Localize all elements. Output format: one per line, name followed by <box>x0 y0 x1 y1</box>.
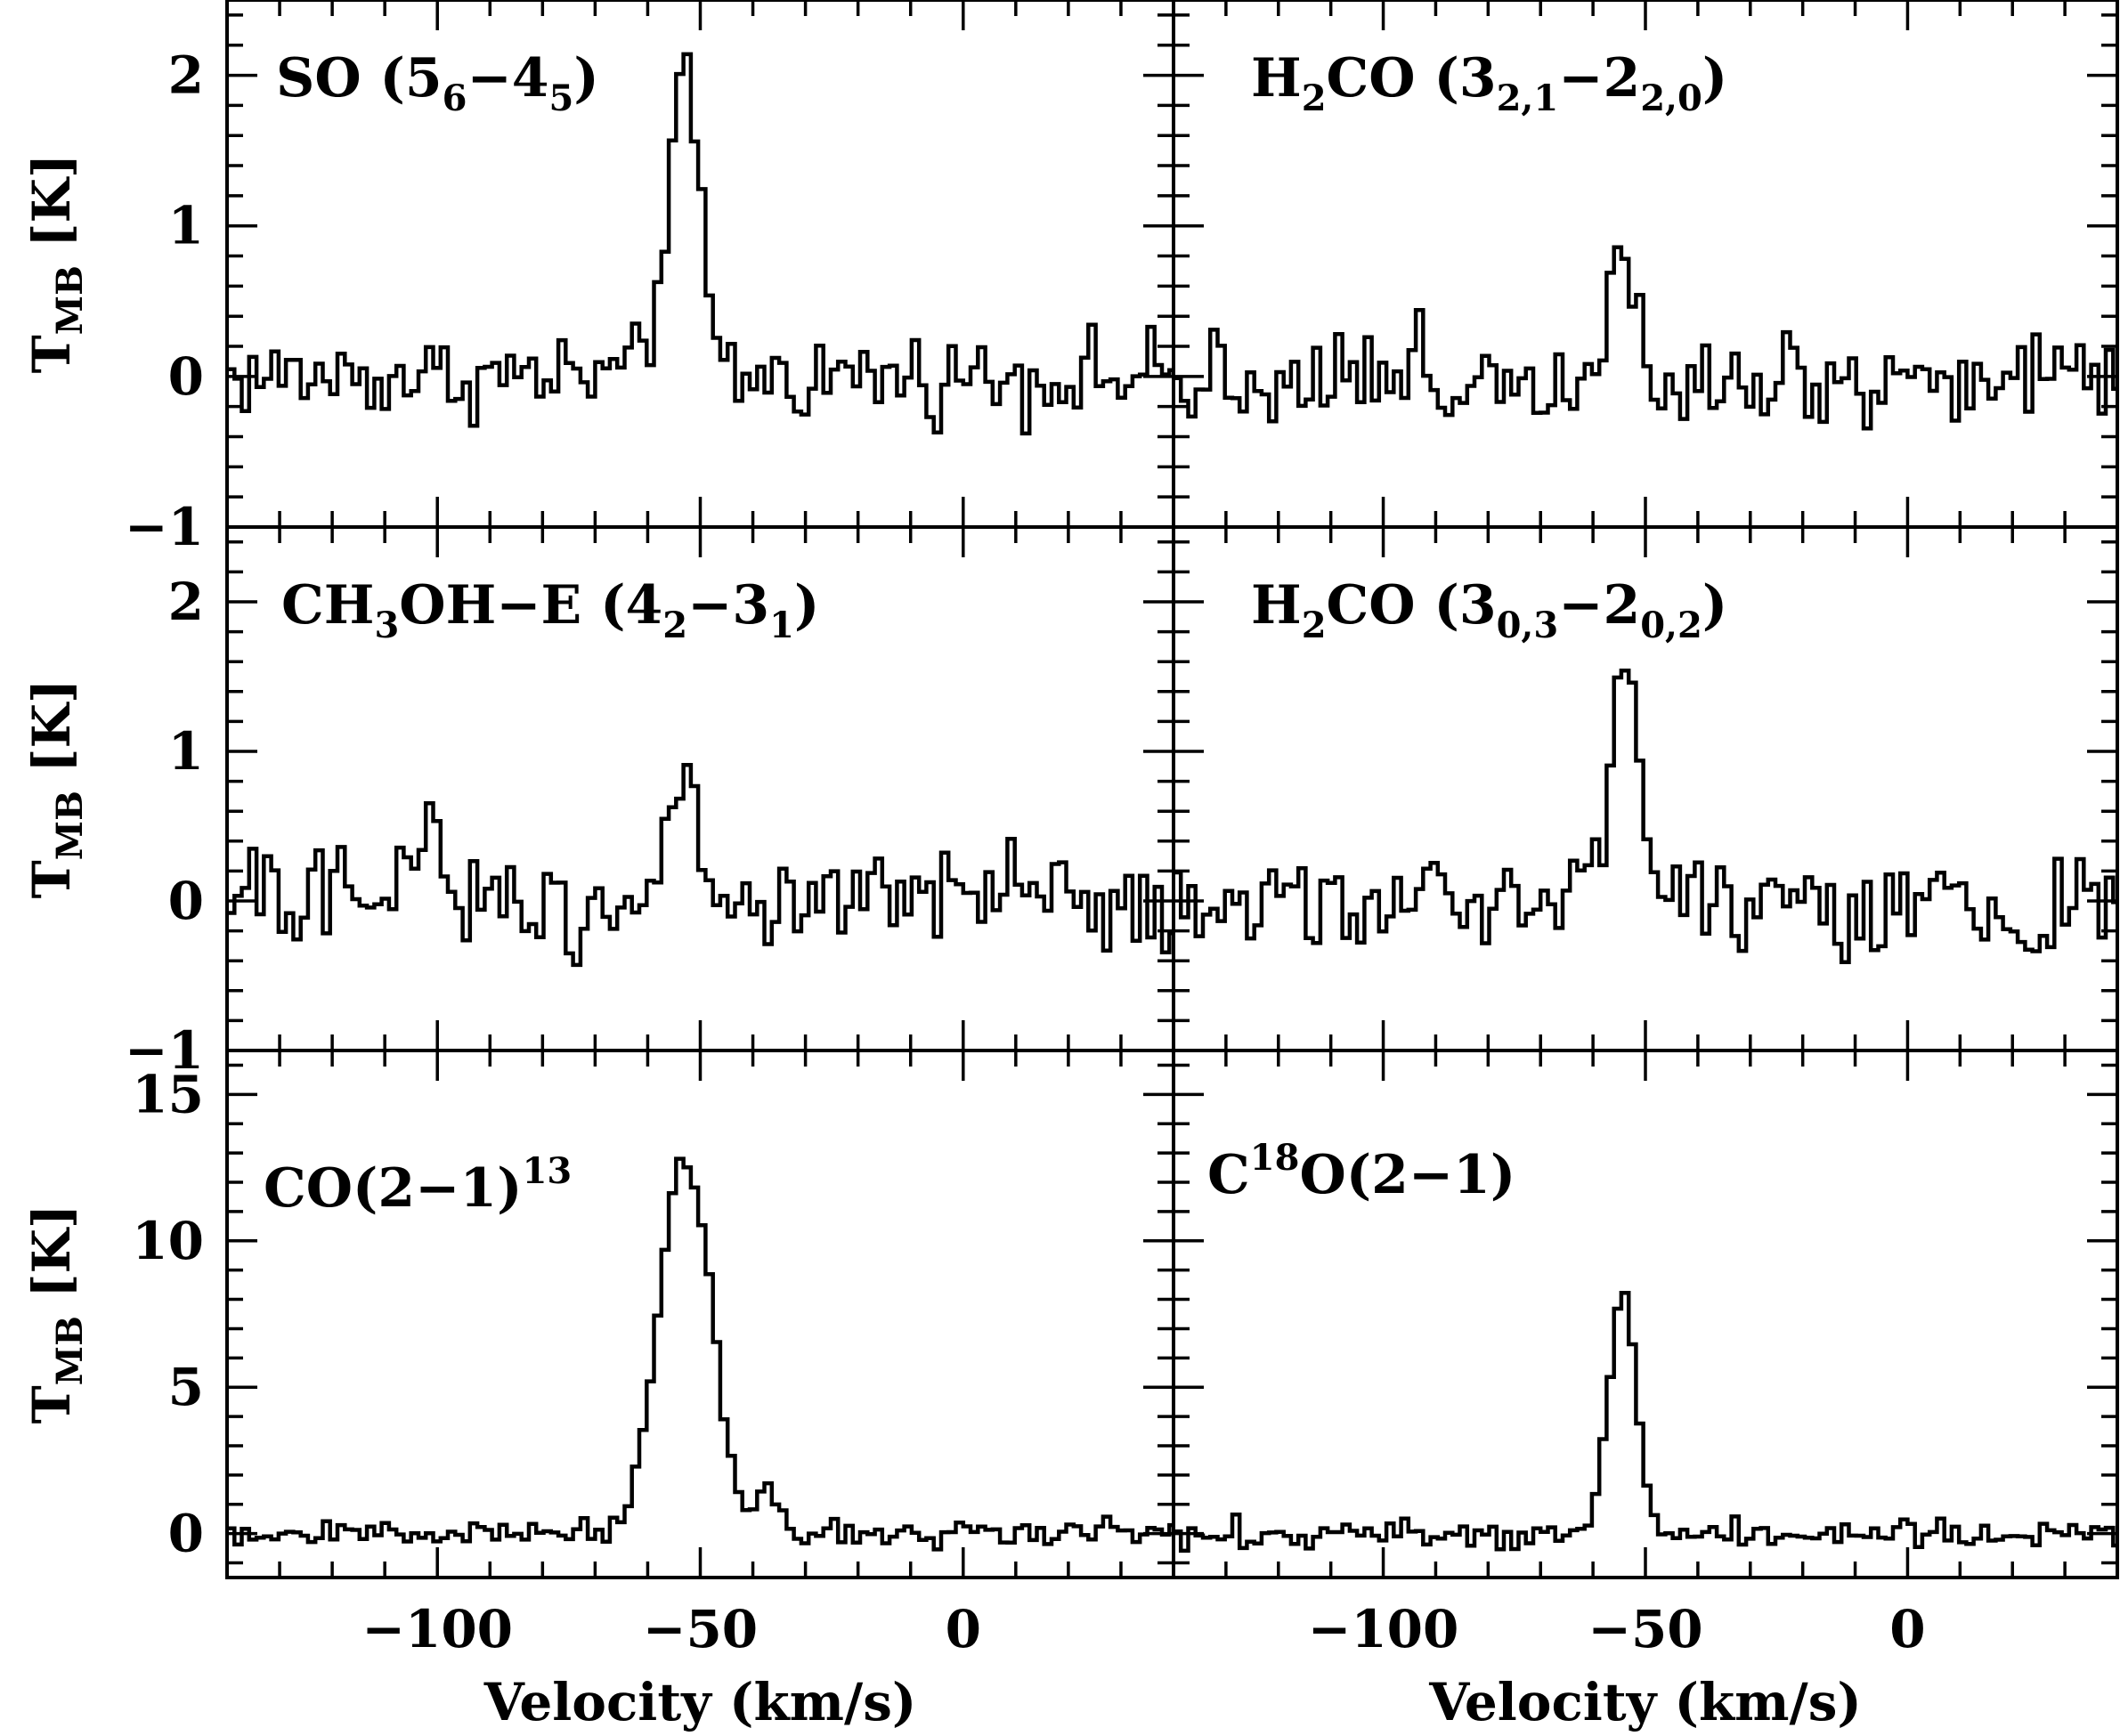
spectrum-line <box>227 52 1174 436</box>
spectrum-line <box>1174 245 2117 431</box>
spectrum-line <box>227 762 1174 968</box>
y-tick-label: 0 <box>168 1504 204 1564</box>
x-tick-label: −100 <box>1308 1599 1459 1659</box>
panel-label: H2CO (30,3−20,2) <box>1251 574 1727 646</box>
x-axis-title: Velocity (km/s) <box>483 1672 917 1732</box>
panel-middle-right: H2CO (30,3−20,2) <box>1172 525 2119 1052</box>
x-tick-label: 0 <box>1889 1599 1925 1659</box>
x-tick-label: −100 <box>361 1599 513 1659</box>
y-axis-title: TMB [K] <box>21 1205 91 1424</box>
y-tick-label: 1 <box>168 196 204 256</box>
spectrum-line <box>1174 668 2117 964</box>
x-tick-label: −50 <box>1588 1599 1702 1659</box>
panels: −1 0 1 2 TMB [K] SO (56−45) H2CO (32,1−22,0) −1… <box>21 0 2119 1732</box>
y-tick-label: −1 <box>125 1020 204 1081</box>
y-tick-label: 0 <box>168 346 204 407</box>
y-tick-label: 2 <box>168 45 204 106</box>
y-tick-label: 5 <box>168 1357 204 1417</box>
y-axis-title: TMB [K] <box>21 154 91 374</box>
y-tick-label: 2 <box>168 572 204 632</box>
panel-middle-left: −1 0 1 2 TMB [K] CH3OH−E (42−31) <box>21 525 1175 1081</box>
panel-frame <box>1172 1049 2119 1579</box>
y-tick-label: 0 <box>168 871 204 931</box>
panel-top-left: −1 0 1 2 TMB [K] SO (56−45) <box>21 0 1175 557</box>
y-tick-label: 1 <box>168 721 204 782</box>
x-tick-label: −50 <box>643 1599 758 1659</box>
y-axis-title: TMB [K] <box>21 679 91 899</box>
y-tick-label: 10 <box>132 1211 204 1271</box>
panel-bottom-right: −100 −50 0 Velocity (km/s) C18O(2−1) <box>1172 1049 2119 1732</box>
panel-label: CH3OH−E (42−31) <box>281 574 819 646</box>
panel-label: SO (56−45) <box>276 47 599 119</box>
y-tick-label: −1 <box>125 497 204 557</box>
panel-label: CO(2−1)13 <box>264 1150 572 1220</box>
panel-bottom-left: 0 5 10 15 −100 −50 0 Velocity (km/s) TMB [K] CO(2… <box>21 1049 1175 1732</box>
spectrum-line <box>227 1156 1174 1552</box>
x-axis-title: Velocity (km/s) <box>1428 1672 1862 1732</box>
panel-label: H2CO (32,1−22,0) <box>1251 47 1727 119</box>
x-tick-label: 0 <box>946 1599 981 1659</box>
panel-label: C18O(2−1) <box>1207 1137 1515 1206</box>
panel-frame <box>225 1049 1175 1579</box>
panel-top-right: H2CO (32,1−22,0) <box>1172 0 2119 529</box>
spectrum-line <box>1174 1291 2117 1553</box>
y-tick-label: 15 <box>132 1064 204 1124</box>
